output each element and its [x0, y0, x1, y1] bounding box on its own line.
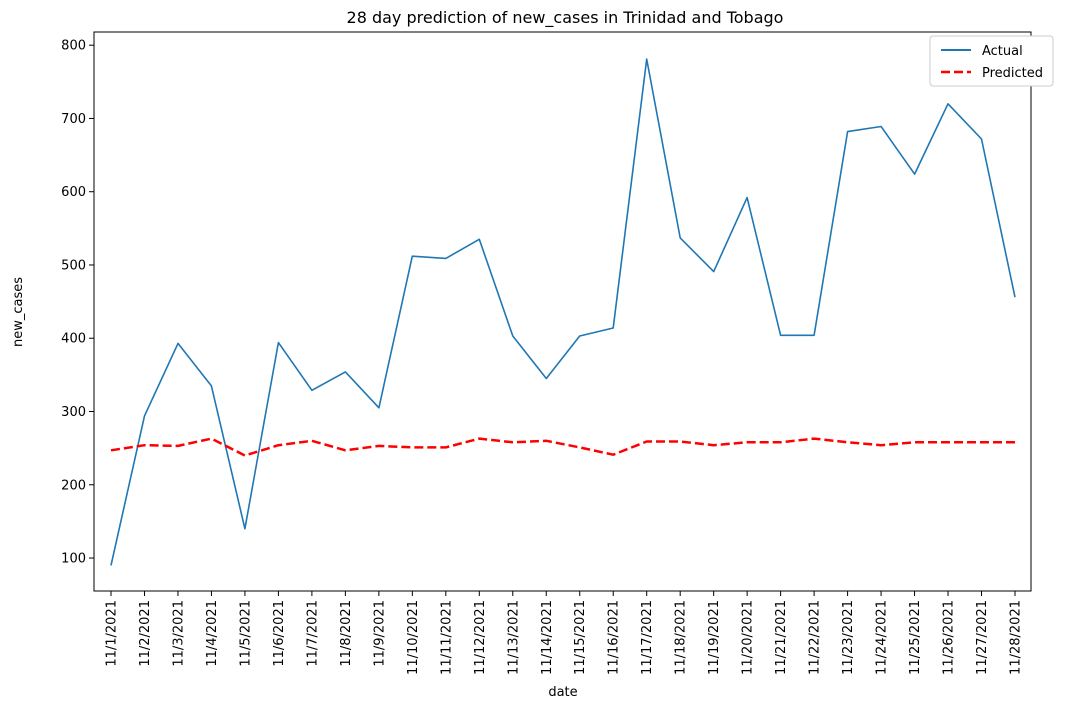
x-tick-label: 11/19/2021 — [707, 600, 722, 675]
legend-box — [929, 35, 1054, 87]
x-tick-label: 11/23/2021 — [841, 600, 856, 675]
y-tick-label: 200 — [61, 478, 86, 493]
x-tick-label: 11/13/2021 — [506, 600, 521, 675]
y-axis-label: new_cases — [11, 277, 26, 347]
x-tick-label: 11/8/2021 — [339, 600, 354, 667]
x-tick-label: 11/9/2021 — [372, 600, 387, 667]
chart-title: 28 day prediction of new_cases in Trinid… — [347, 8, 784, 28]
x-tick-label: 11/3/2021 — [171, 600, 186, 667]
x-tick-label: 11/25/2021 — [908, 600, 923, 675]
series-layer — [110, 58, 1016, 566]
x-tick-label: 11/7/2021 — [305, 600, 320, 667]
series-line-predicted — [110, 437, 1015, 457]
x-tick-label: 11/22/2021 — [808, 600, 823, 675]
x-tick-label: 11/12/2021 — [473, 600, 488, 675]
x-tick-label: 11/20/2021 — [741, 600, 756, 675]
y-axis-ticks: 100 200 300 400 500 600 700 800 — [61, 39, 94, 567]
legend-label-predicted: Predicted — [982, 66, 1043, 81]
x-axis-label: date — [548, 685, 577, 700]
y-tick-label: 700 — [61, 112, 86, 127]
legend: Actual Predicted — [929, 35, 1054, 87]
x-tick-label: 11/24/2021 — [875, 600, 890, 675]
x-tick-label: 11/10/2021 — [406, 600, 421, 675]
x-tick-label: 11/18/2021 — [674, 600, 689, 675]
x-tick-label: 11/27/2021 — [975, 600, 990, 675]
x-tick-label: 11/6/2021 — [272, 600, 287, 667]
x-tick-label: 11/21/2021 — [774, 600, 789, 675]
x-tick-label: 11/16/2021 — [607, 600, 622, 675]
y-tick-label: 600 — [61, 185, 86, 200]
x-tick-label: 11/11/2021 — [439, 600, 454, 675]
x-tick-label: 11/15/2021 — [573, 600, 588, 675]
x-tick-label: 11/5/2021 — [238, 600, 253, 667]
y-tick-label: 300 — [61, 405, 86, 420]
x-tick-label: 11/14/2021 — [540, 600, 555, 675]
x-tick-label: 11/17/2021 — [640, 600, 655, 675]
x-tick-label: 11/2/2021 — [138, 600, 153, 667]
y-tick-label: 100 — [61, 552, 86, 567]
x-tick-label: 11/26/2021 — [942, 600, 957, 675]
x-tick-label: 11/28/2021 — [1009, 600, 1024, 675]
x-axis-ticks: 11/1/2021 11/2/2021 11/3/2021 11/4/2021 11/5… — [105, 591, 1024, 675]
x-tick-label: 11/1/2021 — [105, 600, 120, 667]
y-tick-label: 800 — [61, 39, 86, 54]
y-tick-label: 500 — [61, 258, 86, 273]
plot-frame — [93, 31, 1032, 592]
y-tick-label: 400 — [61, 332, 86, 347]
series-line-actual — [110, 58, 1016, 566]
x-tick-label: 11/4/2021 — [205, 600, 220, 667]
legend-label-actual: Actual — [982, 44, 1023, 59]
